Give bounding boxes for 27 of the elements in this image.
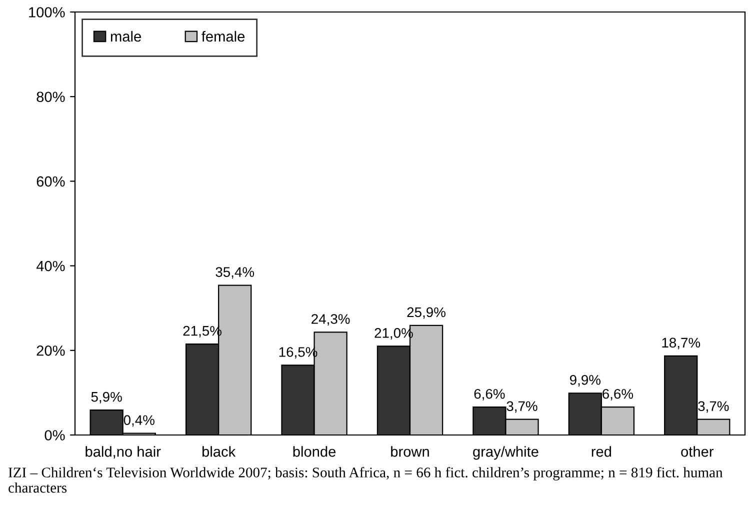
data-label: 6,6%	[602, 388, 634, 400]
data-label: 5,9%	[91, 392, 122, 404]
data-label: 35,4%	[216, 267, 254, 279]
y-tick-label: 40%	[36, 260, 65, 272]
data-label: 25,9%	[407, 307, 446, 319]
x-tick-label: other	[681, 446, 714, 457]
y-tick-label: 80%	[36, 92, 65, 102]
data-label: 3,7%	[506, 401, 538, 413]
data-label: 18,7%	[662, 338, 700, 350]
data-label: 6,6%	[474, 388, 505, 400]
y-tick-label: 0%	[44, 430, 65, 440]
legend-label: male	[110, 30, 141, 42]
x-tick-label: gray/white	[473, 446, 538, 460]
data-label: 24,3%	[312, 314, 350, 326]
data-label: 3,7%	[698, 401, 729, 413]
y-tick-label: 100%	[29, 7, 65, 18]
x-tick-label: brown	[391, 446, 429, 457]
data-label: 9,9%	[570, 374, 600, 386]
x-tick-label: bald,no hair	[86, 446, 161, 459]
y-tick-label: 20%	[36, 346, 65, 356]
text: IZI – Children‘s Television Worldwide 2007; basis: South Africa, n = 66 h fict. children’s programme; n = 819 fict. human characters	[8, 467, 723, 493]
x-tick-label: red	[592, 446, 612, 457]
x-tick-label: blonde	[293, 446, 336, 457]
legend-label: female	[202, 30, 245, 42]
x-tick-label: black	[202, 446, 236, 457]
data-label: 0,4%	[124, 415, 154, 427]
y-tick-label: 60%	[36, 176, 65, 187]
